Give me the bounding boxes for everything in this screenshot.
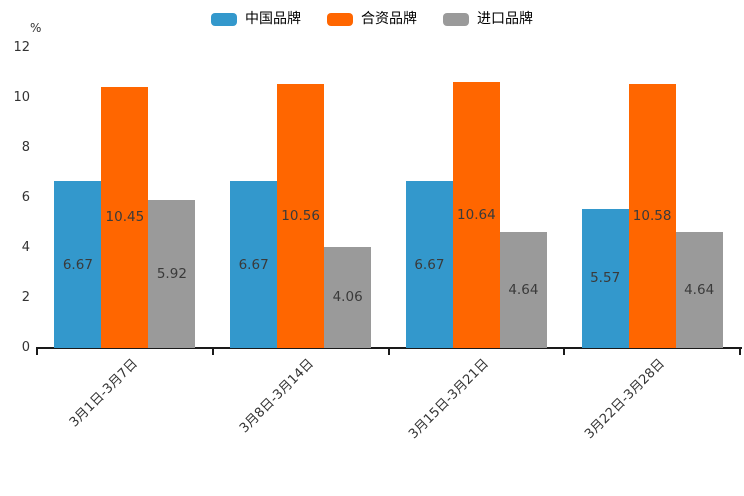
y-tick-label: 0: [21, 340, 30, 355]
x-tick-label: 3月1日-3月7日: [66, 356, 141, 431]
bar-value-label: 5.57: [590, 270, 621, 287]
legend-label: 中国品牌: [245, 11, 301, 27]
legend-swatch-icon: [443, 12, 469, 26]
bar-中国品牌-2: [230, 181, 278, 348]
legend-swatch-icon: [211, 12, 237, 26]
y-tick-label: 2: [21, 290, 30, 305]
bar-进口品牌-4: [675, 232, 723, 348]
x-tick-label: 3月22日-3月28日: [582, 356, 669, 443]
bar-value-label: 5.92: [156, 266, 187, 282]
legend-item: 中国品牌: [211, 12, 301, 26]
bar-value-label: 10.64: [457, 207, 496, 223]
x-tick-label: 3月15日-3月21日: [406, 356, 493, 443]
bar-合资品牌-3: [452, 82, 500, 348]
bar-value-label: 10.56: [281, 208, 320, 224]
bar-value-label: 10.45: [105, 209, 145, 226]
bar-进口品牌-2: [324, 246, 372, 348]
bar-value-label: 6.67: [414, 256, 445, 273]
y-tick-label: 12: [13, 40, 30, 55]
bar-合资品牌-2: [277, 84, 325, 348]
y-tick-label: 8: [21, 140, 30, 155]
legend-item: 进口品牌: [443, 12, 533, 26]
bar-value-label: 4.64: [508, 282, 539, 298]
legend-swatch-icon: [327, 12, 353, 26]
bar-value-label: 4.64: [684, 282, 715, 298]
bar-合资品牌-4: [628, 83, 676, 348]
y-tick-label: 10: [13, 90, 30, 105]
bar-value-label: 4.06: [332, 289, 363, 306]
x-axis-tick: [563, 349, 566, 355]
bar-中国品牌-3: [405, 181, 453, 348]
y-tick-label: 4: [21, 240, 30, 255]
legend-item: 合资品牌: [327, 12, 417, 26]
bar-中国品牌-4: [581, 208, 629, 348]
x-axis-tick: [211, 349, 214, 355]
bar-value-label: 6.67: [238, 256, 269, 273]
x-axis-tick: [36, 349, 38, 355]
x-axis-tick: [387, 349, 390, 355]
legend-label: 合资品牌: [361, 11, 417, 27]
x-axis-line: [36, 347, 742, 349]
y-tick-label: 6: [21, 190, 30, 205]
chart-legend: 中国品牌 合资品牌 进口品牌: [0, 8, 744, 30]
x-axis-tick: [739, 349, 741, 355]
legend-label: 进口品牌: [477, 11, 533, 27]
bar-进口品牌-1: [148, 200, 196, 348]
y-axis-unit-label: %: [30, 21, 42, 35]
bar-进口品牌-3: [499, 232, 547, 348]
bar-value-label: 6.67: [62, 256, 93, 273]
bar-中国品牌-1: [54, 181, 102, 348]
x-tick-label: 3月8日-3月14日: [236, 356, 317, 437]
bar-value-label: 10.58: [632, 207, 672, 224]
bar-合资品牌-1: [101, 86, 149, 348]
